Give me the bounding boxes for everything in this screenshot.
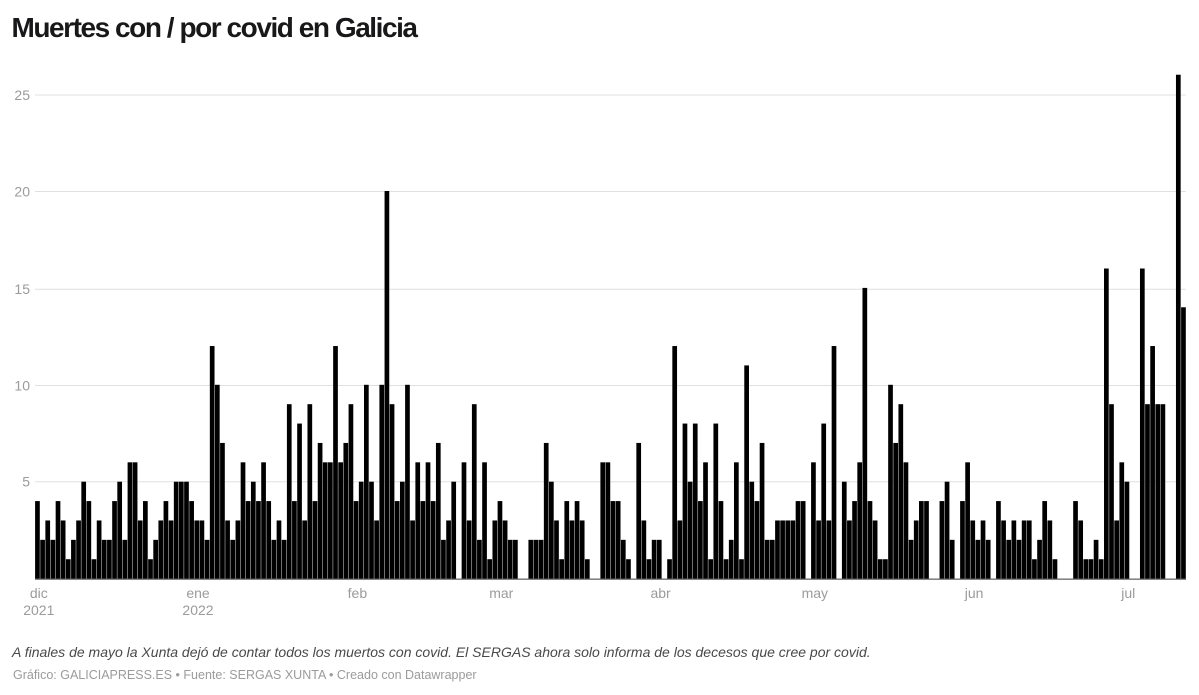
svg-text:20: 20 [14, 184, 30, 200]
svg-text:15: 15 [14, 281, 30, 297]
svg-text:mar: mar [489, 585, 513, 601]
svg-text:feb: feb [348, 585, 368, 601]
svg-text:jul: jul [1120, 585, 1135, 601]
svg-text:10: 10 [14, 378, 30, 394]
svg-text:ene: ene [186, 585, 210, 601]
svg-text:dic: dic [30, 585, 48, 601]
svg-text:25: 25 [14, 87, 30, 103]
svg-text:jun: jun [964, 585, 984, 601]
svg-text:5: 5 [22, 474, 30, 490]
svg-text:2022: 2022 [182, 602, 213, 618]
svg-text:may: may [802, 585, 828, 601]
svg-text:abr: abr [650, 585, 671, 601]
svg-text:2021: 2021 [23, 602, 54, 618]
